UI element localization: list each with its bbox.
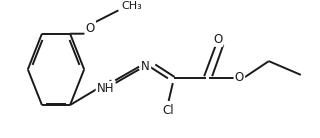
Text: Cl: Cl xyxy=(163,104,174,117)
Text: O: O xyxy=(86,22,95,35)
Text: NH: NH xyxy=(97,82,114,95)
Text: O: O xyxy=(213,33,222,46)
Text: CH₃: CH₃ xyxy=(122,1,142,11)
Text: N: N xyxy=(141,60,150,73)
Text: O: O xyxy=(235,71,244,84)
